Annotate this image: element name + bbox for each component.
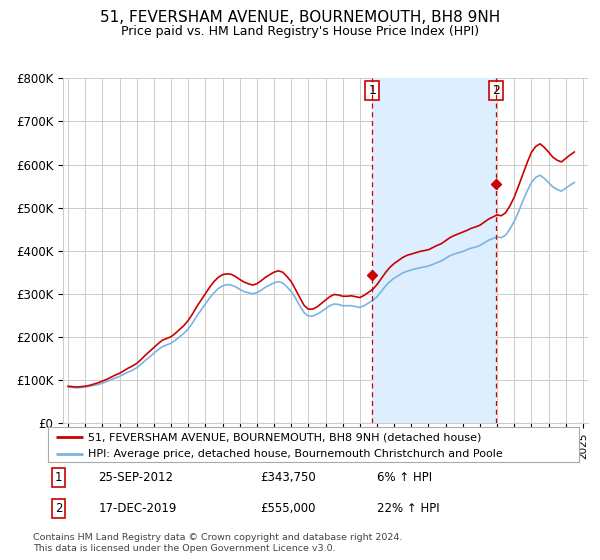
Text: 25-SEP-2012: 25-SEP-2012 — [98, 471, 173, 484]
Text: 51, FEVERSHAM AVENUE, BOURNEMOUTH, BH8 9NH (detached house): 51, FEVERSHAM AVENUE, BOURNEMOUTH, BH8 9… — [88, 432, 481, 442]
Text: HPI: Average price, detached house, Bournemouth Christchurch and Poole: HPI: Average price, detached house, Bour… — [88, 449, 503, 459]
Text: 2: 2 — [55, 502, 62, 515]
Text: Price paid vs. HM Land Registry's House Price Index (HPI): Price paid vs. HM Land Registry's House … — [121, 25, 479, 38]
Text: 17-DEC-2019: 17-DEC-2019 — [98, 502, 177, 515]
Text: £555,000: £555,000 — [260, 502, 316, 515]
Bar — [373, 78, 496, 423]
Text: 6% ↑ HPI: 6% ↑ HPI — [377, 471, 433, 484]
Text: 22% ↑ HPI: 22% ↑ HPI — [377, 502, 440, 515]
Text: 51, FEVERSHAM AVENUE, BOURNEMOUTH, BH8 9NH: 51, FEVERSHAM AVENUE, BOURNEMOUTH, BH8 9… — [100, 10, 500, 25]
Text: 2: 2 — [493, 84, 500, 97]
Text: 1: 1 — [55, 471, 62, 484]
Text: Contains HM Land Registry data © Crown copyright and database right 2024.
This d: Contains HM Land Registry data © Crown c… — [33, 533, 403, 553]
Text: £343,750: £343,750 — [260, 471, 316, 484]
Text: 1: 1 — [368, 84, 376, 97]
